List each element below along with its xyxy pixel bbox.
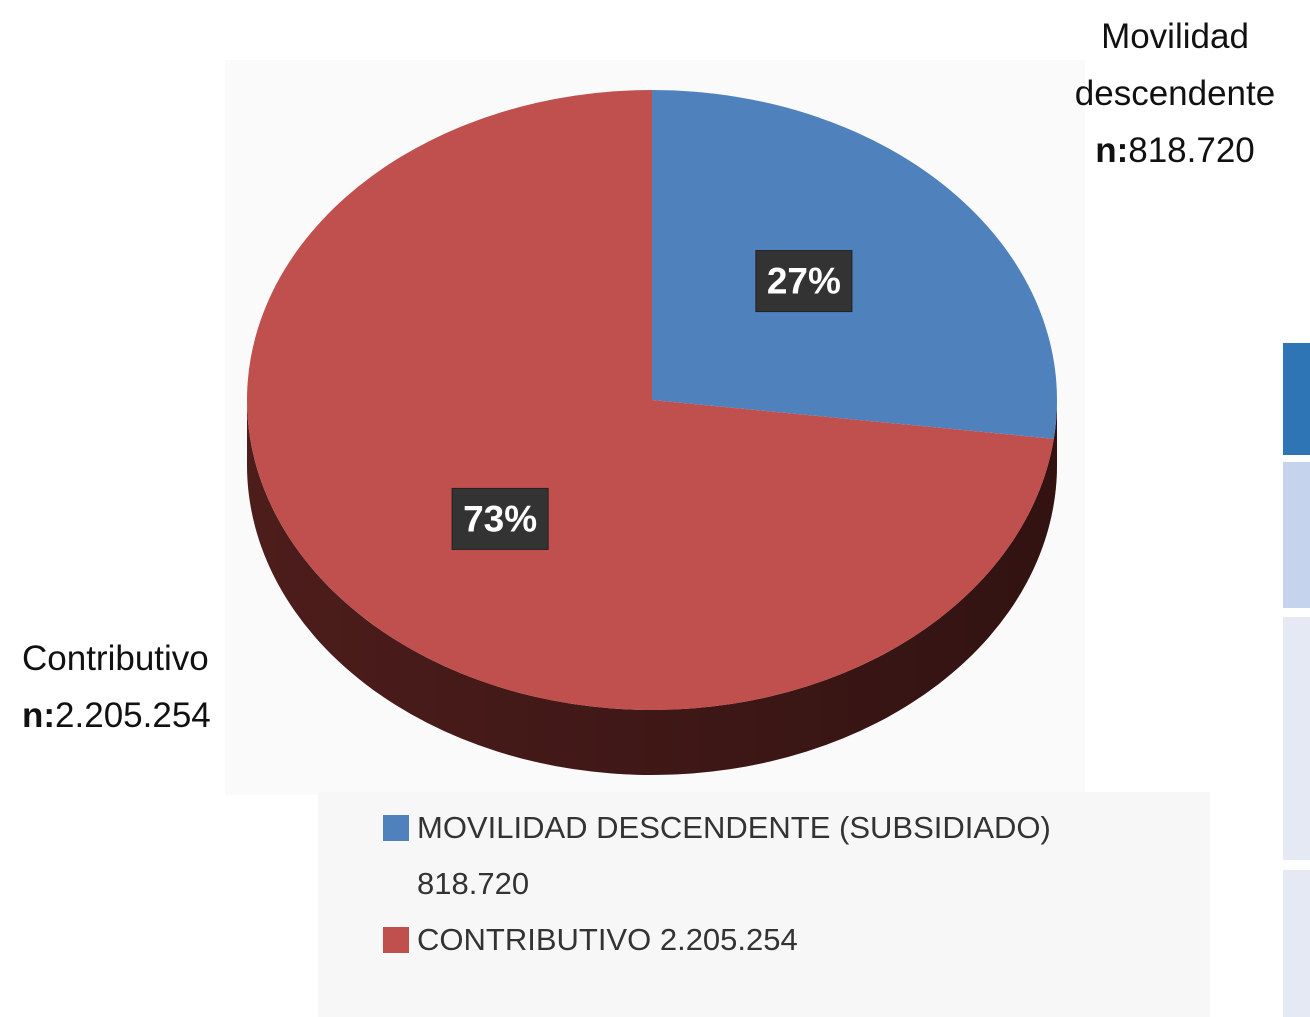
pie-slice	[652, 90, 1057, 439]
annotation: Movilidad descendente n:818.720	[1040, 8, 1310, 179]
pie-side-shade	[247, 400, 1057, 775]
data-label-text: 73%	[463, 498, 537, 539]
annotation: Contributivo n:2.205.254	[22, 630, 282, 744]
annotation-label: Movilidad descendente	[1074, 17, 1276, 113]
annotation-value: 2.205.254	[55, 696, 211, 735]
legend: MOVILIDAD DESCENDENTE (SUBSIDIADO) 818.7…	[383, 800, 1153, 968]
legend-background	[318, 792, 1210, 1017]
annotation-prefix: n:	[22, 696, 56, 735]
legend-swatch	[383, 927, 409, 953]
side-panel	[1283, 343, 1310, 455]
legend-item: MOVILIDAD DESCENDENTE (SUBSIDIADO) 818.7…	[383, 800, 1153, 912]
annotation-count: n:818.720	[1040, 122, 1310, 179]
pie-slice	[247, 90, 1054, 710]
data-label-box	[451, 487, 549, 550]
legend-label: CONTRIBUTIVO 2.205.254	[417, 922, 798, 957]
side-panel	[1283, 870, 1310, 1017]
legend-label: MOVILIDAD DESCENDENTE (SUBSIDIADO) 818.7…	[417, 810, 1051, 901]
annotation-count: n:2.205.254	[22, 687, 282, 744]
side-panel	[1283, 617, 1310, 860]
data-label: 73%	[451, 487, 549, 550]
data-label: 27%	[755, 250, 853, 313]
legend-item: CONTRIBUTIVO 2.205.254	[383, 912, 1153, 968]
side-panel	[1283, 462, 1310, 608]
annotation-value: 818.720	[1128, 131, 1255, 170]
data-label-box	[755, 250, 853, 313]
data-label-text: 27%	[767, 261, 841, 302]
legend-swatch	[383, 815, 409, 841]
annotation-label: Contributivo	[22, 639, 209, 678]
annotation-prefix: n:	[1095, 131, 1129, 170]
